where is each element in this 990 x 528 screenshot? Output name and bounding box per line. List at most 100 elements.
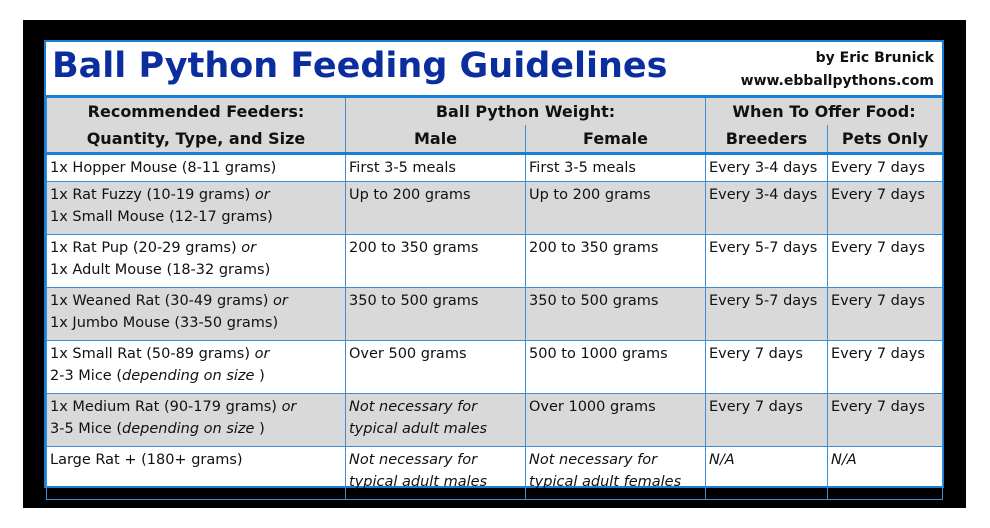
text: Not necessary for	[529, 452, 658, 468]
text: typical adult males	[349, 474, 488, 490]
female-weight-cell: Up to 200 grams	[525, 181, 706, 235]
female-weight-cell: Over 1000 grams	[525, 393, 706, 447]
text: Over 1000 grams	[529, 399, 656, 415]
table-row: 1x Medium Rat (90-179 grams) or 3-5 Mice …	[46, 393, 944, 447]
text: 200 to 350 grams	[529, 240, 659, 256]
header-male: Male	[345, 125, 526, 155]
text: 1x Small Mouse (12-17 grams)	[50, 209, 273, 225]
feeder-cell: 1x Weaned Rat (30-49 grams) or 1x Jumbo M…	[46, 287, 346, 341]
text: )	[254, 368, 265, 384]
header-pets-only: Pets Only	[826, 125, 944, 155]
header-feeders-line1: Recommended Feeders:	[87, 102, 305, 121]
text: Every 7 days	[831, 187, 925, 203]
text: typical adult females	[529, 474, 682, 490]
text: 1x Medium Rat (90-179 grams)	[50, 399, 282, 415]
table-row: Large Rat + (180+ grams) Not necessary fo…	[46, 446, 944, 500]
feeder-cell: 1x Small Rat (50-89 grams) or 2-3 Mice (d…	[46, 340, 346, 394]
text: First 3-5 meals	[529, 160, 636, 176]
text: 1x Adult Mouse (18-32 grams)	[50, 262, 271, 278]
female-weight-cell: 500 to 1000 grams	[525, 340, 706, 394]
text: )	[254, 421, 265, 437]
female-weight-cell: 350 to 500 grams	[525, 287, 706, 341]
text: Every 7 days	[831, 293, 925, 309]
feeder-cell: 1x Hopper Mouse (8-11 grams)	[46, 153, 346, 182]
text: Not necessary for	[349, 452, 478, 468]
header-feeders-line2: Quantity, Type, and Size	[86, 129, 306, 148]
text: 3-5 Mice (	[50, 421, 122, 437]
text: Not necessary for	[349, 399, 478, 415]
text: N/A	[709, 452, 735, 468]
text: Every 7 days	[709, 346, 803, 362]
text: or	[241, 240, 257, 256]
pets-cell: Every 7 days	[826, 287, 944, 341]
female-weight-cell: First 3-5 meals	[525, 153, 706, 182]
male-weight-cell: Over 500 grams	[345, 340, 526, 394]
text: 2-3 Mice (	[50, 368, 122, 384]
feeding-table: Recommended Feeders: Quantity, Type, and…	[46, 95, 944, 500]
header-breeders: Breeders	[705, 125, 828, 155]
breeders-cell: Every 3-4 days	[705, 181, 828, 235]
breeders-cell: N/A	[705, 446, 828, 500]
header-female: Female	[525, 125, 706, 155]
male-weight-cell: Up to 200 grams	[345, 181, 526, 235]
text: Every 7 days	[831, 399, 925, 415]
text: 500 to 1000 grams	[529, 346, 668, 362]
male-weight-cell: 350 to 500 grams	[345, 287, 526, 341]
feeder-cell: 1x Rat Pup (20-29 grams) or 1x Adult Mous…	[46, 234, 346, 288]
pets-cell: Every 7 days	[826, 340, 944, 394]
header-when: When To Offer Food:	[704, 95, 944, 125]
text: 350 to 500 grams	[349, 293, 479, 309]
pets-cell: N/A	[826, 446, 944, 500]
text: or	[254, 187, 270, 203]
text: Every 7 days	[831, 346, 925, 362]
pets-cell: Every 7 days	[826, 181, 944, 235]
table-row: 1x Hopper Mouse (8-11 grams) First 3-5 me…	[46, 153, 944, 182]
author: by Eric Brunick	[815, 50, 934, 66]
text: 1x Jumbo Mouse (33-50 grams)	[50, 315, 279, 331]
header-weight: Ball Python Weight:	[345, 95, 706, 125]
text: 1x Small Rat (50-89 grams)	[50, 346, 255, 362]
text: 1x Rat Pup (20-29 grams)	[50, 240, 242, 256]
text: Over 500 grams	[349, 346, 467, 362]
pets-cell: Every 7 days	[826, 393, 944, 447]
text: or	[272, 293, 288, 309]
table-row: 1x Weaned Rat (30-49 grams) or 1x Jumbo M…	[46, 287, 944, 341]
text: 1x Rat Fuzzy (10-19 grams)	[50, 187, 255, 203]
text: First 3-5 meals	[349, 160, 456, 176]
text: Every 3-4 days	[709, 187, 818, 203]
male-weight-cell: Not necessary for typical adult males	[345, 446, 526, 500]
pets-cell: Every 7 days	[826, 153, 944, 182]
feeder-cell: 1x Rat Fuzzy (10-19 grams) or 1x Small Mo…	[46, 181, 346, 235]
text: Every 7 days	[709, 399, 803, 415]
male-weight-cell: Not necessary for typical adult males	[345, 393, 526, 447]
breeders-cell: Every 3-4 days	[705, 153, 828, 182]
female-weight-cell: 200 to 350 grams	[525, 234, 706, 288]
text: N/A	[831, 452, 857, 468]
text: or	[281, 399, 297, 415]
header-feeders: Recommended Feeders: Quantity, Type, and…	[46, 95, 346, 155]
text: Every 3-4 days	[709, 160, 818, 176]
breeders-cell: Every 5-7 days	[705, 234, 828, 288]
breeders-cell: Every 7 days	[705, 340, 828, 394]
male-weight-cell: 200 to 350 grams	[345, 234, 526, 288]
text: Every 7 days	[831, 160, 925, 176]
table-row: 1x Rat Fuzzy (10-19 grams) or 1x Small Mo…	[46, 181, 944, 235]
text: 350 to 500 grams	[529, 293, 659, 309]
text: depending on size	[122, 421, 255, 437]
text: 1x Weaned Rat (30-49 grams)	[50, 293, 273, 309]
text: Up to 200 grams	[529, 187, 651, 203]
pets-cell: Every 7 days	[826, 234, 944, 288]
table-row: 1x Small Rat (50-89 grams) or 2-3 Mice (d…	[46, 340, 944, 394]
text: typical adult males	[349, 421, 488, 437]
website-link[interactable]: www.ebballpythons.com	[740, 73, 934, 89]
feeding-guidelines-sheet: Ball Python Feeding Guidelines by Eric B…	[44, 40, 944, 500]
text: 200 to 350 grams	[349, 240, 479, 256]
text: 1x Hopper Mouse (8-11 grams)	[50, 160, 277, 176]
table-row: 1x Rat Pup (20-29 grams) or 1x Adult Mous…	[46, 234, 944, 288]
breeders-cell: Every 7 days	[705, 393, 828, 447]
page-title: Ball Python Feeding Guidelines	[52, 46, 668, 86]
text: Large Rat + (180+ grams)	[50, 452, 243, 468]
feeder-cell: 1x Medium Rat (90-179 grams) or 3-5 Mice …	[46, 393, 346, 447]
feeder-cell: Large Rat + (180+ grams)	[46, 446, 346, 500]
female-weight-cell: Not necessary for typical adult females	[525, 446, 706, 500]
